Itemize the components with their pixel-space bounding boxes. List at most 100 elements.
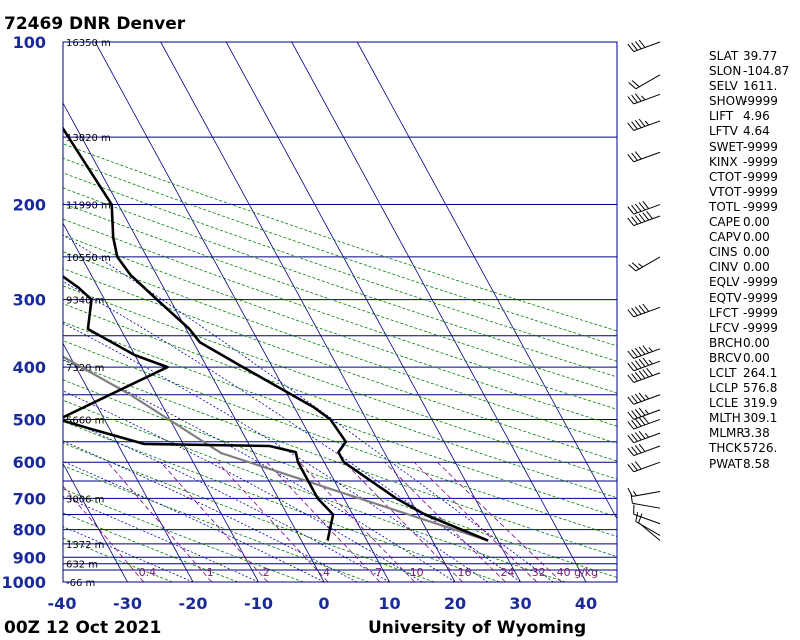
index-value: -9999 [743,169,778,184]
index-key: LIFT [709,109,734,124]
wind-barb-staff [632,502,661,509]
wind-barb [628,256,661,272]
pressure-label: 900 [13,548,46,567]
wind-barb-half-flag [644,432,650,438]
wind-barbs [627,39,661,541]
index-key: MLMR [709,426,745,441]
index-value: 4.64 [743,124,770,139]
wind-barb-flag [642,212,650,221]
temperature-tick-label: -20 [179,594,208,613]
wind-barb-half-flag [648,347,653,352]
wind-barb-flag [631,80,640,88]
moist-adiabat [63,417,390,582]
index-key: BRCH [709,335,743,350]
index-row: LFTV 4.64 [709,124,789,139]
mixing-ratio-line [344,461,463,582]
wind-barb-flag [631,94,638,103]
index-key: PWAT [709,456,743,471]
wind-barb [627,93,661,105]
index-value: 309.1 [743,411,778,426]
wind-barb [627,415,661,430]
isotherm-line [356,42,617,520]
wind-barb-flag [631,216,638,225]
wind-barb-half-flag [644,394,650,400]
index-row: SWET-9999 [709,140,789,155]
wind-barb-staff [638,522,661,541]
moist-adiabat [63,526,194,582]
wind-barb [638,513,661,541]
mixing-ratio-label: 4 [323,566,330,579]
mixing-ratio-label: 2 [263,566,270,579]
wind-barb-staff [633,513,661,525]
index-key: CAPE [709,215,741,230]
mixing-ratio-label: 40 g/kg [557,566,599,579]
wind-barb-flag [627,434,635,444]
wind-barb-flag [642,369,650,378]
pressure-axis-labels: 100 200 300 400 500 600 700 800 900 1000 [1,33,46,592]
wind-barb-flag [634,393,642,402]
wind-barb [627,487,661,497]
index-row: CTOT -9999 [709,170,789,185]
wind-barb-flag [627,43,635,52]
wind-barb-staff [633,418,661,430]
moist-adiabat [63,281,521,582]
isotherm-line [63,462,128,582]
index-key: BRCV [709,350,742,365]
index-row: LCLE 319.9 [709,396,789,411]
wind-barb-flag [627,396,635,405]
wind-barb-flag [631,307,638,316]
wind-barb [627,367,661,383]
wind-barb-flag [642,357,650,366]
index-row: TOTL -9999 [709,200,789,215]
wind-barb [627,461,661,473]
mixing-ratio-label: 32 [532,566,546,579]
wind-barb-flag [642,303,650,312]
index-row: CINV 0.00 [709,260,789,275]
wind-barb-flag [631,373,638,382]
temperature-axis-labels: -40 -30 -20 -10 0 10 20 30 40 [48,594,598,613]
chart-title: 72469 DNR Denver [4,14,186,34]
wind-barb-flag [631,42,638,51]
index-row: PWAT8.58 [709,457,789,472]
wind-barb-flag [638,443,646,452]
index-row: THCK5726. [709,441,789,456]
temperature-tick-label: 40 [575,594,597,613]
index-key: LFCT [709,305,739,320]
index-row: CAPE 0.00 [709,215,789,230]
wind-barb-flag [634,418,642,427]
index-row: BRCH0.00 [709,336,789,351]
dry-adiabat [63,268,617,462]
wind-barb-flag [634,371,642,381]
index-key: LFTV [709,124,738,139]
mixing-ratio-line [217,461,329,582]
index-row: LFCT -9999 [709,306,789,321]
dry-adiabat [63,202,617,394]
index-key: CAPV [709,230,742,245]
mixing-ratio-label: 10 [410,566,424,579]
index-value: -9999 [743,199,778,214]
index-key: LCLE [709,396,739,411]
index-key: SHOW [709,94,747,109]
height-label: -66 m [66,578,95,589]
wind-barb-flag [634,445,642,454]
height-label: 9340 m [66,296,104,307]
index-value: 264.1 [743,365,778,380]
temperature-tick-label: 0 [318,594,329,613]
index-key: SLON [709,64,742,79]
index-row: CAPV 0.00 [709,230,789,245]
pressure-label: 100 [13,33,46,52]
wind-barb-flag [638,513,643,523]
wind-barb-half-flag [644,409,650,415]
wind-barb [627,303,661,318]
index-key: CTOT [709,169,742,184]
index-key: SWET [709,139,744,154]
index-value: -9999 [743,94,778,109]
stability-indices-panel: SLAT 39.77 SLON -104.87 SELV 1611. SHOW-9999 LI… [709,49,789,472]
index-key: CINV [709,260,739,275]
index-key: TOTL [709,199,740,214]
index-row: SHOW-9999 [709,94,789,109]
wind-barb-flag [627,411,635,420]
index-value: 0.00 [743,350,770,365]
wind-barb-flag [631,419,638,429]
